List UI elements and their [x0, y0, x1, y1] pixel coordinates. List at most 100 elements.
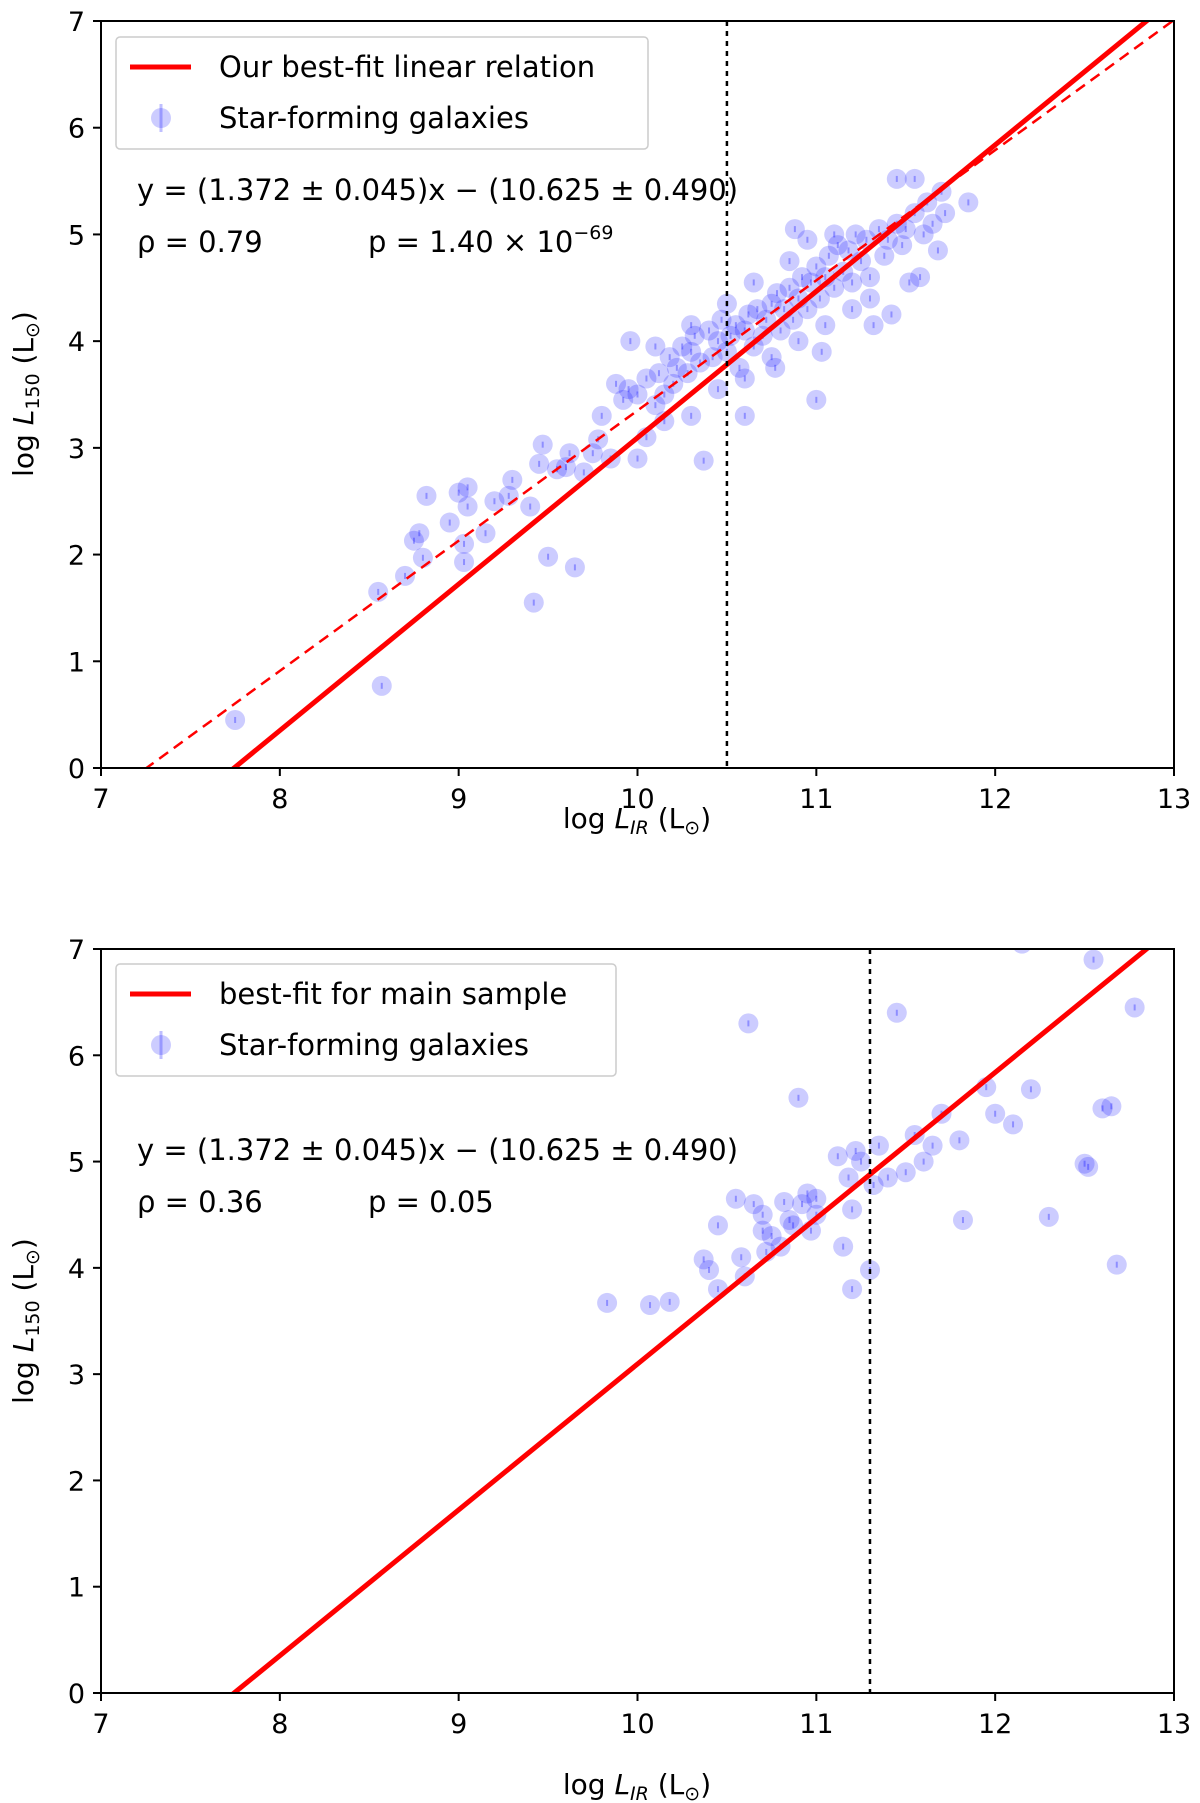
data-point	[529, 453, 550, 474]
data-point	[892, 235, 913, 256]
data-point	[659, 1291, 680, 1312]
data-point	[859, 288, 880, 309]
data-point	[1092, 1098, 1113, 1119]
p-value: p = 0.05	[368, 1185, 494, 1219]
data-point	[738, 1013, 759, 1034]
data-point	[838, 1167, 859, 1188]
data-point	[1106, 1254, 1127, 1275]
data-point	[690, 352, 711, 373]
data-point	[454, 552, 475, 573]
y-tick-label: 4	[68, 327, 85, 358]
data-point	[806, 1188, 827, 1209]
y-tick-label: 6	[68, 114, 85, 145]
data-point	[747, 299, 768, 320]
x-tick-label: 12	[978, 784, 1012, 815]
data-point	[842, 1199, 863, 1220]
data-point	[627, 448, 648, 469]
legend-fit-label: Our best-fit linear relation	[219, 50, 595, 84]
data-point	[845, 1140, 866, 1161]
x-axis-label: log LIR (L⊙)	[563, 1768, 711, 1803]
data-point	[523, 592, 544, 613]
data-point	[806, 256, 827, 277]
data-point	[707, 379, 728, 400]
data-point	[833, 1236, 854, 1257]
data-point	[792, 267, 813, 288]
data-point	[1078, 1156, 1099, 1177]
data-point	[731, 1247, 752, 1268]
legend: Our best-fit linear relation Star-formin…	[115, 36, 649, 150]
data-point	[842, 299, 863, 320]
data-point	[851, 1151, 872, 1172]
data-point	[952, 1210, 973, 1231]
data-point	[1083, 949, 1104, 970]
y-tick-label: 0	[68, 754, 85, 785]
data-point	[766, 283, 787, 304]
x-tick-label: 13	[1157, 784, 1191, 815]
x-axis-ticks: 7 8 9 10 11 12 13	[92, 1693, 1191, 1740]
data-point	[371, 675, 392, 696]
legend-point-label: Star-forming galaxies	[219, 101, 529, 135]
best-fit-line	[230, 949, 1151, 1693]
data-point	[597, 1292, 618, 1313]
data-point	[681, 315, 702, 336]
data-point	[913, 1151, 934, 1172]
x-tick-label: 9	[450, 1709, 467, 1740]
fit-equation: y = (1.372 ± 0.045)x − (10.625 ± 0.490)	[137, 173, 738, 207]
y-tick-label: 3	[68, 1360, 85, 1391]
data-point	[761, 1225, 782, 1246]
y-tick-label: 5	[68, 220, 85, 251]
x-tick-label: 9	[450, 784, 467, 815]
data-point	[863, 315, 884, 336]
y-tick-label: 4	[68, 1254, 85, 1285]
correlation-rho: ρ = 0.79	[137, 225, 263, 259]
data-point	[409, 523, 430, 544]
y-tick-label: 5	[68, 1148, 85, 1179]
data-point	[654, 411, 675, 432]
data-point	[707, 331, 728, 352]
data-point	[1013, 949, 1031, 954]
data-point	[613, 389, 634, 410]
x-axis-label: log LIR (L⊙)	[563, 802, 711, 839]
y-tick-label: 7	[68, 7, 85, 38]
data-point	[681, 341, 702, 362]
y-axis-ticks: 0 1 2 3 4 5 6 7	[68, 7, 101, 785]
data-point	[654, 384, 675, 405]
data-point	[448, 482, 469, 503]
data-point	[910, 267, 931, 288]
data-point	[913, 224, 934, 245]
data-point	[725, 1188, 746, 1209]
data-point	[765, 357, 786, 378]
data-point	[559, 443, 580, 464]
data-point	[645, 336, 666, 357]
x-tick-label: 13	[1157, 1709, 1191, 1740]
data-point	[606, 373, 627, 394]
data-point	[779, 1210, 800, 1231]
legend-point-label: Star-forming galaxies	[219, 1028, 529, 1062]
data-point	[797, 229, 818, 250]
data-point	[927, 240, 948, 261]
data-point	[729, 357, 750, 378]
data-point	[648, 363, 669, 384]
data-point	[707, 1215, 728, 1236]
data-point	[792, 1194, 813, 1215]
legend-point-swatch	[151, 108, 171, 128]
data-point	[779, 251, 800, 272]
x-tick-label: 7	[92, 784, 109, 815]
x-tick-label: 11	[799, 1709, 833, 1740]
data-point	[886, 168, 907, 189]
data-point	[895, 1162, 916, 1183]
data-point	[774, 1191, 795, 1212]
data-point	[863, 1174, 884, 1195]
data-point	[555, 457, 576, 478]
data-point	[806, 389, 827, 410]
data-point	[502, 469, 523, 490]
data-point	[591, 405, 612, 426]
y-tick-label: 7	[68, 935, 85, 966]
data-point	[564, 557, 585, 578]
data-point	[734, 320, 755, 341]
data-point	[743, 272, 764, 293]
data-point	[720, 325, 741, 346]
data-point	[484, 491, 505, 512]
y-axis-ticks: 0 1 2 3 4 5 6 7	[68, 935, 101, 1710]
